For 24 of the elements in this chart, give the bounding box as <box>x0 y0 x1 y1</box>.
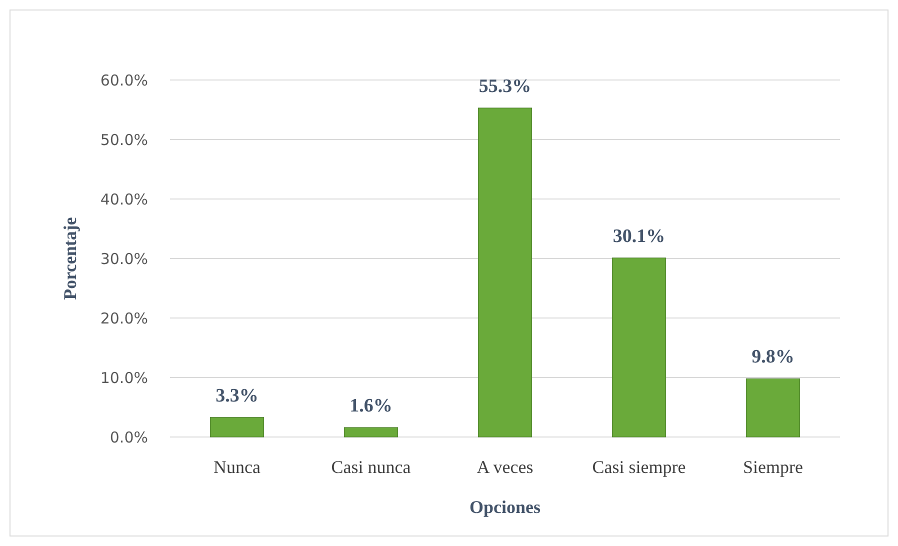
bar <box>210 417 264 438</box>
y-tick-label: 50.0% <box>100 130 148 149</box>
data-label: 9.8% <box>752 346 794 368</box>
x-axis-title: Opciones <box>469 497 541 517</box>
x-tick-label: Siempre <box>743 457 803 477</box>
y-tick-label: 20.0% <box>100 309 148 328</box>
x-tick-label: Casi siempre <box>592 457 686 477</box>
bar <box>746 378 800 438</box>
data-label: 55.3% <box>478 76 532 97</box>
bar <box>344 427 398 438</box>
data-label: 3.3% <box>216 385 258 406</box>
y-tick-label: 0.0% <box>110 428 148 446</box>
bar <box>612 258 666 438</box>
y-axis-title: Porcentaje <box>60 217 80 300</box>
data-label: 1.6% <box>350 395 392 416</box>
x-tick-label: Nunca <box>214 457 260 477</box>
bar <box>478 108 532 438</box>
y-tick-label: 10.0% <box>100 368 148 387</box>
y-tick-label: 40.0% <box>100 190 148 208</box>
x-tick-label: Casi nunca <box>331 457 411 477</box>
x-tick-label: A veces <box>476 457 534 477</box>
y-tick-label: 30.0% <box>100 250 148 268</box>
y-tick-label: 60.0% <box>100 71 148 90</box>
data-label: 30.1% <box>612 226 666 247</box>
